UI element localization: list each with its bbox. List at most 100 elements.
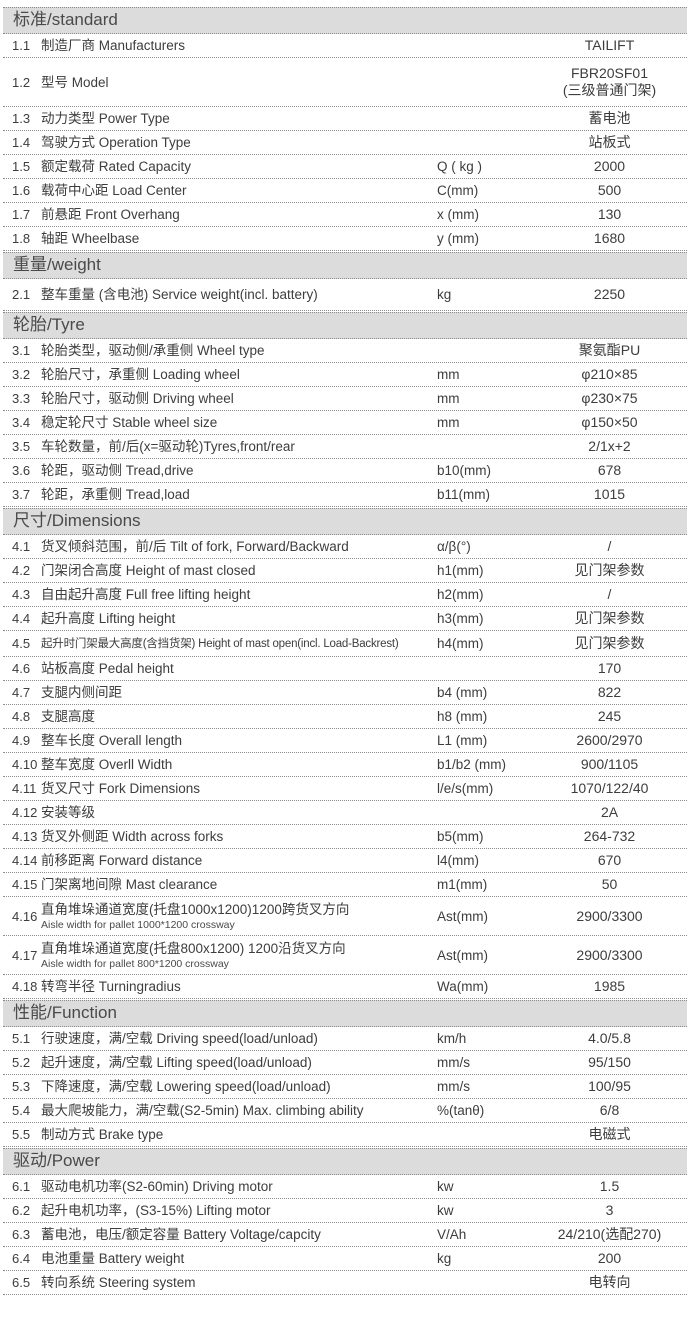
row-value-line1: 见门架参数 [574, 635, 645, 651]
row-value-line1: 见门架参数 [574, 562, 645, 578]
row-unit: h1(mm) [437, 563, 484, 578]
row-label-text: 型号 Model [41, 74, 109, 90]
row-value: 见门架参数 [532, 635, 687, 652]
row-label: 起升电机功率，(S3-15%) Lifting motor [41, 1202, 437, 1219]
row-number: 3.5 [12, 439, 31, 454]
row-unit: h4(mm) [437, 636, 484, 651]
row-label-text: 货叉尺寸 Fork Dimensions [41, 781, 201, 796]
table-row: 5.4 最大爬坡能力，满/空载(S2-5min) Max. climbing a… [3, 1099, 687, 1123]
row-value: 2A [532, 804, 687, 821]
row-number: 4.5 [12, 636, 31, 651]
row-value-line1: 1015 [593, 486, 626, 502]
row-number: 1.2 [12, 74, 31, 90]
row-value: 264-732 [532, 828, 687, 845]
row-label: 门架闭合高度 Height of mast closed [41, 562, 437, 579]
row-value: 站板式 [532, 134, 687, 151]
row-unit: Q ( kg ) [437, 159, 483, 174]
row-value: 822 [532, 684, 687, 701]
row-label-text: 整车宽度 Overll Width [41, 757, 173, 772]
table-row: 1.6 载荷中心距 Load Center C(mm) 500 [3, 179, 687, 203]
spec-section: 尺寸/Dimensions 4.1 货叉倾斜范围，前/后 Tilt of for… [3, 508, 687, 999]
row-label-subtext: Aisle width for pallet 800*1200 crossway [41, 958, 229, 970]
row-label-text: 直角堆垛通道宽度(托盘800x1200) 1200沿货叉方向 [41, 941, 346, 956]
row-number: 4.18 [12, 979, 38, 994]
section-title: 尺寸/Dimensions [13, 511, 141, 530]
row-number: 3.4 [12, 415, 31, 430]
row-value-line1: 1.5 [599, 1178, 620, 1194]
row-number: 1.8 [12, 231, 31, 246]
row-label: 型号 Model [41, 74, 437, 91]
row-label: 载荷中心距 Load Center [41, 182, 437, 199]
row-label-text: 货叉外侧距 Width across forks [41, 829, 224, 844]
table-row: 1.2 型号 Model FBR20SF01 (三级普通门架) [3, 58, 687, 107]
row-value-line1: 264-732 [583, 828, 636, 844]
section-title: 驱动/Power [13, 1151, 100, 1170]
row-label-text: 轮距，承重侧 Tread,load [41, 487, 190, 502]
row-number: 6.5 [12, 1275, 31, 1290]
row-unit: h2(mm) [437, 587, 484, 602]
row-value: 蓄电池 [532, 110, 687, 127]
table-row: 6.1 驱动电机功率(S2-60min) Driving motor kw 1.… [3, 1175, 687, 1199]
row-unit: α/β(°) [437, 539, 471, 554]
row-label: 蓄电池，电压/额定容量 Battery Voltage/capcity [41, 1226, 437, 1243]
table-row: 1.4 驾驶方式 Operation Type 站板式 [3, 131, 687, 155]
row-label-text: 额定载荷 Rated Capacity [41, 159, 192, 174]
row-unit: m1(mm) [437, 877, 488, 892]
row-number: 5.1 [12, 1031, 31, 1046]
row-value-line1: 900/1105 [580, 756, 639, 772]
row-unit: b4 (mm) [437, 685, 488, 700]
section-rows: 2.1 整车重量 (含电池) Service weight(incl. batt… [3, 279, 687, 311]
row-label-text: 门架闭合高度 Height of mast closed [41, 563, 256, 578]
row-label-text: 整车重量 (含电池) Service weight(incl. battery) [41, 287, 318, 302]
row-label-subtext: Aisle width for pallet 1000*1200 crosswa… [41, 919, 235, 931]
row-value: 1015 [532, 486, 687, 503]
row-value-line1: 24/210(选配270) [557, 1226, 662, 1242]
row-label-text: 支腿内侧间距 [41, 685, 122, 700]
spec-section: 驱动/Power 6.1 驱动电机功率(S2-60min) Driving mo… [3, 1148, 687, 1295]
row-label: 制造厂商 Manufacturers [41, 37, 437, 54]
row-unit: y (mm) [437, 231, 479, 246]
row-value: 见门架参数 [532, 562, 687, 579]
row-unit: b5(mm) [437, 829, 484, 844]
row-label-text: 下降速度，满/空载 Lowering speed(load/unload) [41, 1079, 331, 1094]
row-label: 轮胎尺寸，驱动侧 Driving wheel [41, 390, 437, 407]
row-number: 4.8 [12, 709, 31, 724]
row-number: 6.3 [12, 1227, 31, 1242]
table-row: 4.15 门架离地间隙 Mast clearance m1(mm) 50 [3, 873, 687, 897]
row-unit: b10(mm) [437, 463, 492, 478]
row-label: 车轮数量，前/后(x=驱动轮)Tyres,front/rear [41, 438, 437, 455]
row-label-text: 货叉倾斜范围，前/后 Tilt of fork, Forward/Backwar… [41, 539, 349, 554]
row-number: 4.9 [12, 733, 31, 748]
row-number: 1.4 [12, 135, 31, 150]
row-label: 驱动电机功率(S2-60min) Driving motor [41, 1178, 437, 1195]
row-value: / [532, 538, 687, 555]
row-unit: kg [437, 287, 452, 302]
table-row: 4.12 安装等级 2A [3, 801, 687, 825]
row-label-text: 整车长度 Overall length [41, 733, 183, 748]
row-value-line1: 2600/2970 [576, 732, 643, 748]
row-value-line1: 站板式 [588, 134, 631, 150]
row-label-text: 轮距，驱动侧 Tread,drive [41, 463, 194, 478]
row-value: 24/210(选配270) [532, 1226, 687, 1243]
table-row: 4.11 货叉尺寸 Fork Dimensions l/e/s(mm) 1070… [3, 777, 687, 801]
section-header: 性能/Function [3, 1000, 687, 1027]
row-label: 直角堆垛通道宽度(托盘800x1200) 1200沿货叉方向 Aisle wid… [41, 940, 437, 970]
table-row: 4.14 前移距离 Forward distance l4(mm) 670 [3, 849, 687, 873]
row-label-text: 动力类型 Power Type [41, 111, 170, 126]
row-label: 支腿高度 [41, 708, 437, 725]
row-value: 2900/3300 [532, 908, 687, 925]
row-label: 起升高度 Lifting height [41, 610, 437, 627]
row-value-line1: 2/1x+2 [588, 438, 631, 454]
row-number: 4.16 [12, 908, 38, 924]
row-value-line1: 2000 [593, 158, 626, 174]
row-value: 200 [532, 1250, 687, 1267]
row-value: 见门架参数 [532, 610, 687, 627]
row-value-line1: 170 [597, 660, 622, 676]
row-value-line1: 电磁式 [588, 1126, 631, 1142]
row-label: 最大爬坡能力，满/空载(S2-5min) Max. climbing abili… [41, 1102, 437, 1119]
table-row: 4.13 货叉外侧距 Width across forks b5(mm) 264… [3, 825, 687, 849]
row-number: 2.1 [12, 287, 31, 302]
row-label: 自由起升高度 Full free lifting height [41, 586, 437, 603]
spec-section: 轮胎/Tyre 3.1 轮胎类型，驱动侧/承重侧 Wheel type 聚氨酯P… [3, 312, 687, 507]
section-header: 尺寸/Dimensions [3, 508, 687, 535]
